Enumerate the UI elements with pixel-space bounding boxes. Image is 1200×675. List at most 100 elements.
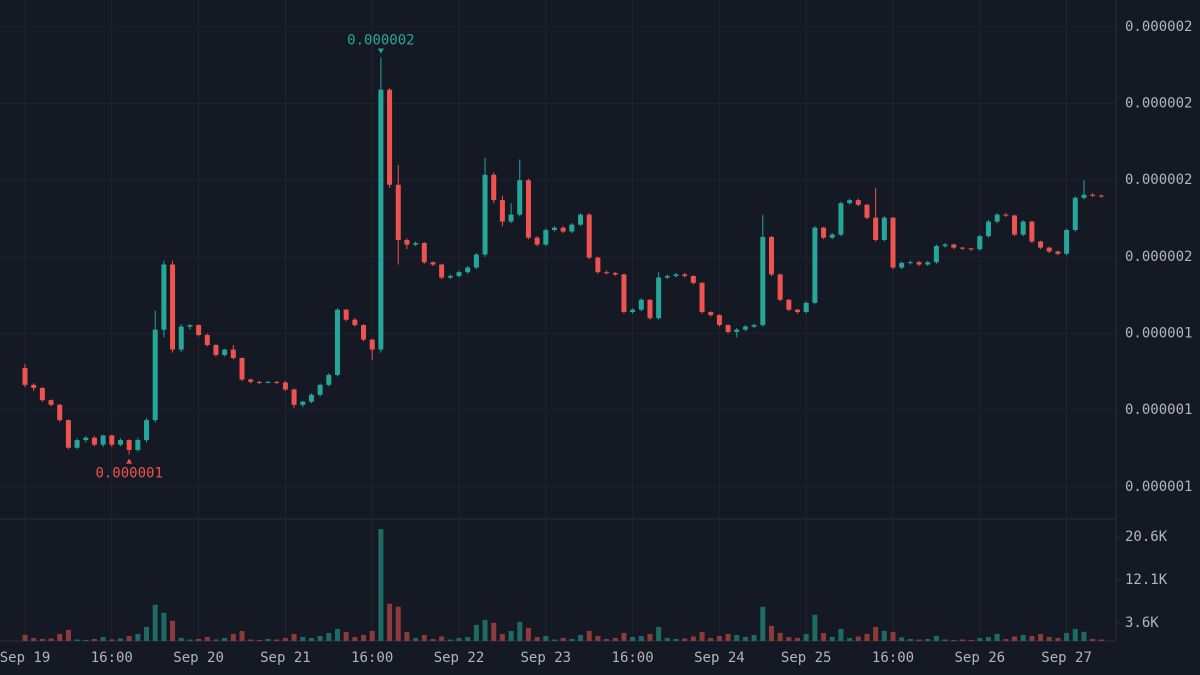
candle-body <box>369 339 375 350</box>
volume-bar <box>178 637 184 641</box>
candle-body <box>768 236 774 275</box>
candle-body <box>196 325 202 336</box>
volume-bar <box>456 637 462 641</box>
candle-body <box>612 272 618 275</box>
candle-body <box>907 262 913 264</box>
candle-body <box>812 227 818 303</box>
volume-bar <box>1046 636 1052 641</box>
volume-bar <box>499 633 505 641</box>
volume-bar <box>282 637 288 641</box>
volume-bar <box>91 638 97 641</box>
candle-body <box>213 344 219 355</box>
volume-bar <box>170 620 176 641</box>
candle-body <box>1046 247 1052 252</box>
volume-bar <box>65 629 71 641</box>
volume-bar <box>994 633 1000 641</box>
volume-bar <box>569 638 575 641</box>
volume-bar <box>83 639 89 641</box>
candle-body <box>656 277 662 319</box>
volume-bar <box>117 638 123 641</box>
volume-bar <box>291 633 297 641</box>
candle-body <box>387 89 393 185</box>
volume-bar <box>543 635 549 641</box>
volume-bar <box>742 636 748 641</box>
candle-body <box>274 381 280 383</box>
volume-bar <box>534 636 540 641</box>
volume-bar <box>1012 636 1018 641</box>
volume-bar <box>656 626 662 641</box>
volume-bar <box>699 631 705 641</box>
x-tick-label: Sep 22 <box>434 650 485 666</box>
x-tick-label: Sep 23 <box>521 650 572 666</box>
candle-body <box>144 420 150 441</box>
candle-body <box>864 204 870 218</box>
candle-body <box>39 387 45 401</box>
volume-bar <box>673 638 679 641</box>
x-tick-label: Sep 19 <box>0 650 50 666</box>
volume-bar <box>326 632 332 641</box>
volume-bar <box>48 638 54 641</box>
y-tick-label: 0.000001 <box>1125 402 1192 418</box>
candle-body <box>265 381 271 383</box>
candle-body <box>543 230 549 245</box>
volume-bar <box>1003 638 1009 641</box>
candle-body <box>777 274 783 300</box>
y-tick-label: 0.000001 <box>1125 325 1192 341</box>
volume-bar <box>126 635 132 641</box>
y-tick-label: 0.000002 <box>1125 249 1192 265</box>
volume-bar <box>525 627 531 641</box>
candle-body <box>725 325 731 332</box>
candle-body <box>404 239 410 245</box>
candle-body <box>413 243 419 245</box>
candle-body <box>308 394 314 402</box>
volume-bar <box>421 634 427 641</box>
x-tick-label: 16:00 <box>351 650 393 666</box>
candle-body <box>708 312 714 316</box>
x-tick-label: Sep 20 <box>173 650 224 666</box>
volume-bar <box>1072 628 1078 641</box>
volume-bar <box>708 637 714 641</box>
x-tick-label: 16:00 <box>612 650 654 666</box>
candle-body <box>638 299 644 310</box>
volume-bar <box>308 637 314 641</box>
candle-body <box>630 309 636 313</box>
candle-body <box>282 382 288 390</box>
candle-body <box>83 437 89 441</box>
volume-tick-label: 3.6K <box>1125 615 1159 631</box>
candle-body <box>994 214 1000 222</box>
candle-body <box>968 248 974 250</box>
volume-bar <box>604 638 610 641</box>
volume-bar <box>517 621 523 641</box>
candle-body <box>317 384 323 395</box>
candle-body <box>847 200 853 204</box>
volume-bar <box>265 638 271 641</box>
volume-bar <box>925 638 931 641</box>
candle-body <box>170 264 176 350</box>
candle-body <box>1090 194 1096 196</box>
volume-bar <box>907 638 913 641</box>
candle-body <box>109 435 115 445</box>
volume-bar <box>473 624 479 641</box>
volume-bar <box>222 637 228 641</box>
x-tick-label: Sep 26 <box>955 650 1006 666</box>
candle-body <box>899 262 905 268</box>
volume-bar <box>864 633 870 641</box>
candle-body <box>578 214 584 225</box>
volume-bar <box>777 632 783 641</box>
candle-body <box>491 174 497 201</box>
candle-body <box>456 272 462 276</box>
x-tick-label: Sep 27 <box>1041 650 1092 666</box>
candle-body <box>1038 241 1044 248</box>
candle-body <box>951 244 957 248</box>
volume-bar <box>551 639 557 641</box>
y-tick-label: 0.000002 <box>1125 172 1192 188</box>
volume-bar <box>196 638 202 641</box>
candle-body <box>959 247 965 249</box>
candle-body <box>31 384 37 388</box>
candle-body <box>742 326 748 330</box>
volume-bar <box>968 639 974 641</box>
x-tick-label: 16:00 <box>91 650 133 666</box>
volume-bar <box>152 604 158 641</box>
